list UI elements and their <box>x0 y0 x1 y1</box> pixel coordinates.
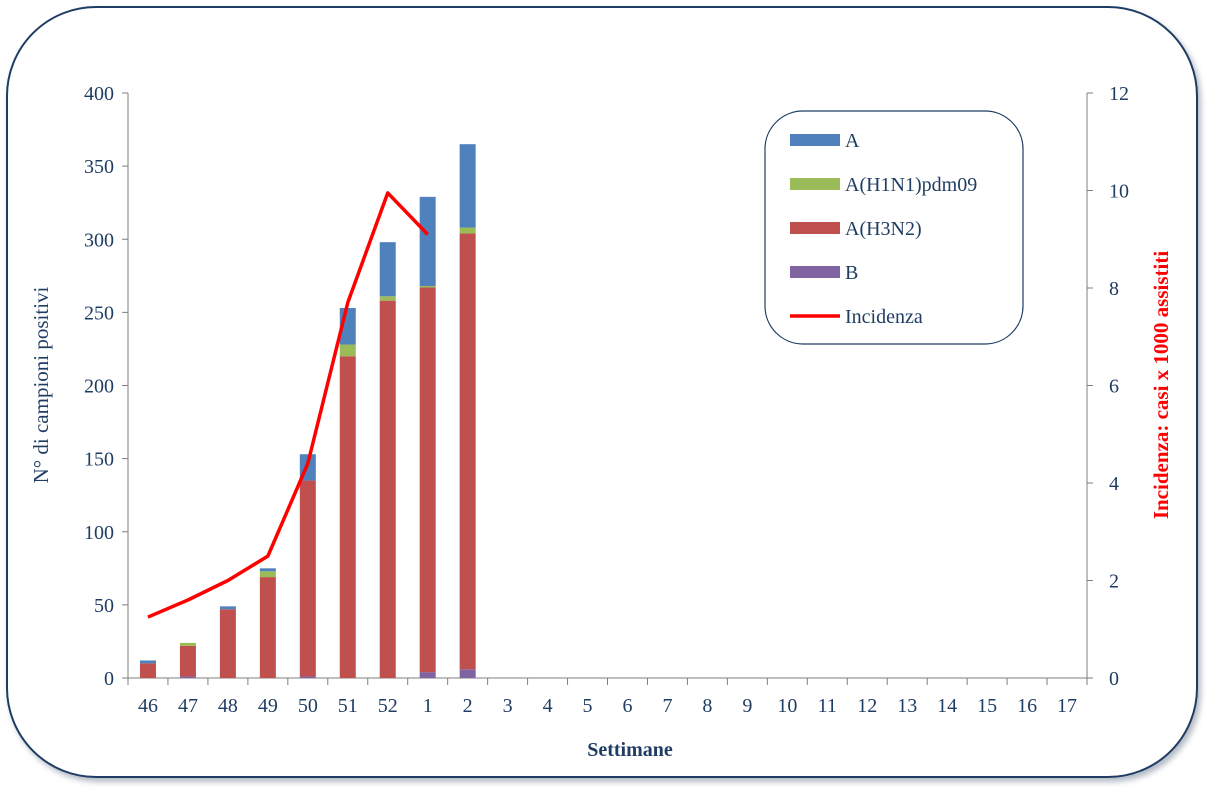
bar-segment <box>299 676 316 678</box>
y-left-tick-label: 400 <box>84 83 114 105</box>
bar-segment <box>179 642 196 646</box>
x-tick-label: 4 <box>543 695 553 717</box>
x-tick-label: 15 <box>977 695 997 717</box>
bar-segment <box>219 609 236 678</box>
bars <box>139 144 476 678</box>
x-tick-label: 12 <box>857 695 877 717</box>
bar-segment <box>139 660 156 664</box>
bar-segment <box>219 606 236 610</box>
y-right-tick-label: 6 <box>1109 376 1119 398</box>
bar-segment <box>379 242 396 297</box>
y-right-tick-label: 4 <box>1109 473 1119 495</box>
y-left-tick-label: 0 <box>104 668 114 690</box>
bar-segment <box>299 480 316 677</box>
y-left-tick-label: 350 <box>84 156 114 178</box>
bar-segment <box>379 296 396 301</box>
x-tick-label: 1 <box>423 695 433 717</box>
bar-segment <box>419 286 436 288</box>
x-tick-label: 11 <box>818 695 837 717</box>
x-tick-label: 47 <box>178 695 198 717</box>
incidence-line-path <box>147 191 429 619</box>
y-right-tick-label: 10 <box>1109 181 1129 203</box>
legend-box <box>764 110 1024 345</box>
y-left-tick-label: 100 <box>84 522 114 544</box>
bar-segment <box>259 568 276 572</box>
legend-label: Incidenza <box>845 306 923 328</box>
bar-segment <box>459 233 476 670</box>
x-tick-label: 46 <box>138 695 158 717</box>
x-axis-label: Settimane <box>587 739 673 761</box>
x-tick-label: 8 <box>702 695 712 717</box>
bar-segment <box>459 669 476 678</box>
x-tick-label: 5 <box>583 695 593 717</box>
bar-segment <box>459 144 476 228</box>
y-right-tick-label: 2 <box>1109 571 1119 593</box>
bar-segment <box>419 287 436 673</box>
y-left-tick-label: 50 <box>94 595 114 617</box>
x-tick-label: 2 <box>463 695 473 717</box>
axis-labels: N° di campioni positivi Incidenza: casi … <box>29 251 1173 761</box>
x-tick-label: 7 <box>662 695 672 717</box>
legend-swatch <box>790 134 840 146</box>
x-tick-label: 49 <box>258 695 278 717</box>
x-tick-label: 50 <box>298 695 318 717</box>
legend-swatch <box>790 222 840 234</box>
y-right-tick-label: 12 <box>1109 83 1129 105</box>
x-tick-label: 48 <box>218 695 238 717</box>
bar-segment <box>419 672 436 678</box>
legend-label: B <box>845 262 858 284</box>
bar-segment <box>259 571 276 578</box>
x-tick-label: 3 <box>503 695 513 717</box>
legend-swatch <box>790 266 840 278</box>
bar-segment <box>179 676 196 678</box>
x-tick-label: 6 <box>622 695 632 717</box>
x-tick-label: 14 <box>937 695 957 717</box>
y-left-tick-label: 300 <box>84 229 114 251</box>
y-left-tick-label: 200 <box>84 376 114 398</box>
y-right-tick-label: 8 <box>1109 278 1119 300</box>
y-axis-right-label: Incidenza: casi x 1000 assistiti <box>1149 251 1173 520</box>
x-tick-label: 13 <box>897 695 917 717</box>
bar-segment <box>259 577 276 678</box>
bar-segment <box>139 663 156 678</box>
x-tick-label: 9 <box>742 695 752 717</box>
x-tick-label: 52 <box>378 695 398 717</box>
bar-segment <box>419 196 436 287</box>
y-axis-left-label: N° di campioni positivi <box>29 286 53 483</box>
bar-segment <box>339 344 356 357</box>
bar-segment <box>179 645 196 677</box>
bar-segment <box>379 300 396 678</box>
legend-label: A(H3N2) <box>845 218 922 240</box>
bar-segment <box>459 227 476 234</box>
y-left-tick-label: 150 <box>84 449 114 471</box>
incidence-line <box>147 191 429 619</box>
y-left-tick-label: 250 <box>84 302 114 324</box>
bar-segment <box>339 356 356 678</box>
x-tick-label: 51 <box>338 695 358 717</box>
x-tick-label: 16 <box>1017 695 1037 717</box>
legend-label: A <box>845 130 860 152</box>
x-tick-label: 10 <box>777 695 797 717</box>
legend-label: A(H1N1)pdm09 <box>845 174 977 196</box>
y-right-tick-label: 0 <box>1109 668 1119 690</box>
x-tick-label: 17 <box>1057 695 1077 717</box>
legend: A A(H1N1)pdm09 A(H3N2) B Incidenza <box>764 110 1024 345</box>
legend-swatch <box>790 178 840 190</box>
